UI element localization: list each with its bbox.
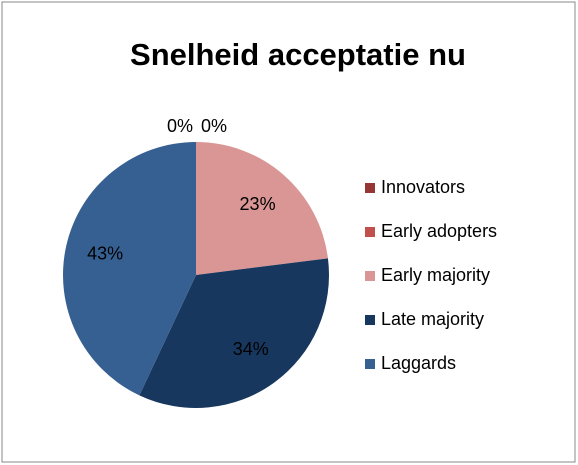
data-label: 34% bbox=[233, 339, 269, 359]
data-label: 23% bbox=[240, 194, 276, 214]
legend-swatch bbox=[365, 359, 375, 369]
data-label: 43% bbox=[87, 243, 123, 263]
legend-label: Early adopters bbox=[381, 221, 497, 241]
legend-label: Late majority bbox=[381, 309, 484, 329]
legend-swatch bbox=[365, 315, 375, 325]
data-label: 0% bbox=[201, 116, 227, 136]
legend-label: Laggards bbox=[381, 353, 456, 373]
data-label: 0% bbox=[167, 116, 193, 136]
pie-slice bbox=[139, 258, 330, 409]
legend-label: Early majority bbox=[381, 265, 490, 285]
legend-label: Innovators bbox=[381, 177, 465, 197]
pie-slice bbox=[62, 142, 197, 396]
pie-slice bbox=[196, 142, 328, 275]
legend-swatch bbox=[365, 227, 375, 237]
legend-swatch bbox=[365, 271, 375, 281]
chart-title: Snelheid acceptatie nu bbox=[130, 37, 466, 72]
legend-swatch bbox=[365, 183, 375, 193]
